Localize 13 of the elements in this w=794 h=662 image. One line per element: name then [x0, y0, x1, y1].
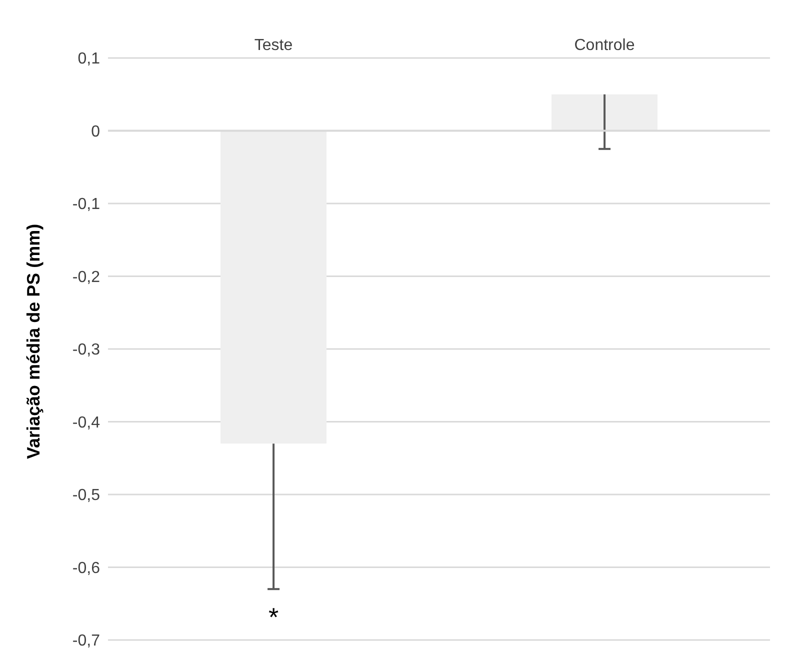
y-tick-label: 0,1	[78, 50, 100, 68]
y-tick-label: -0,2	[72, 268, 100, 286]
y-tick-label: -0,4	[72, 414, 100, 432]
y-axis-title: Variação média de PS (mm)	[23, 224, 44, 459]
y-tick-label: 0	[91, 123, 100, 140]
x-tick-label: Controle	[574, 37, 635, 54]
y-tick-label: -0,3	[72, 342, 100, 359]
y-tick-label: -0,6	[72, 560, 100, 577]
annotation: *	[268, 602, 279, 632]
y-tick-label: -0,5	[72, 487, 100, 504]
y-tick-label: -0,7	[72, 632, 100, 650]
y-tick-label: -0,1	[72, 196, 100, 214]
x-tick-label: Teste	[254, 37, 293, 54]
